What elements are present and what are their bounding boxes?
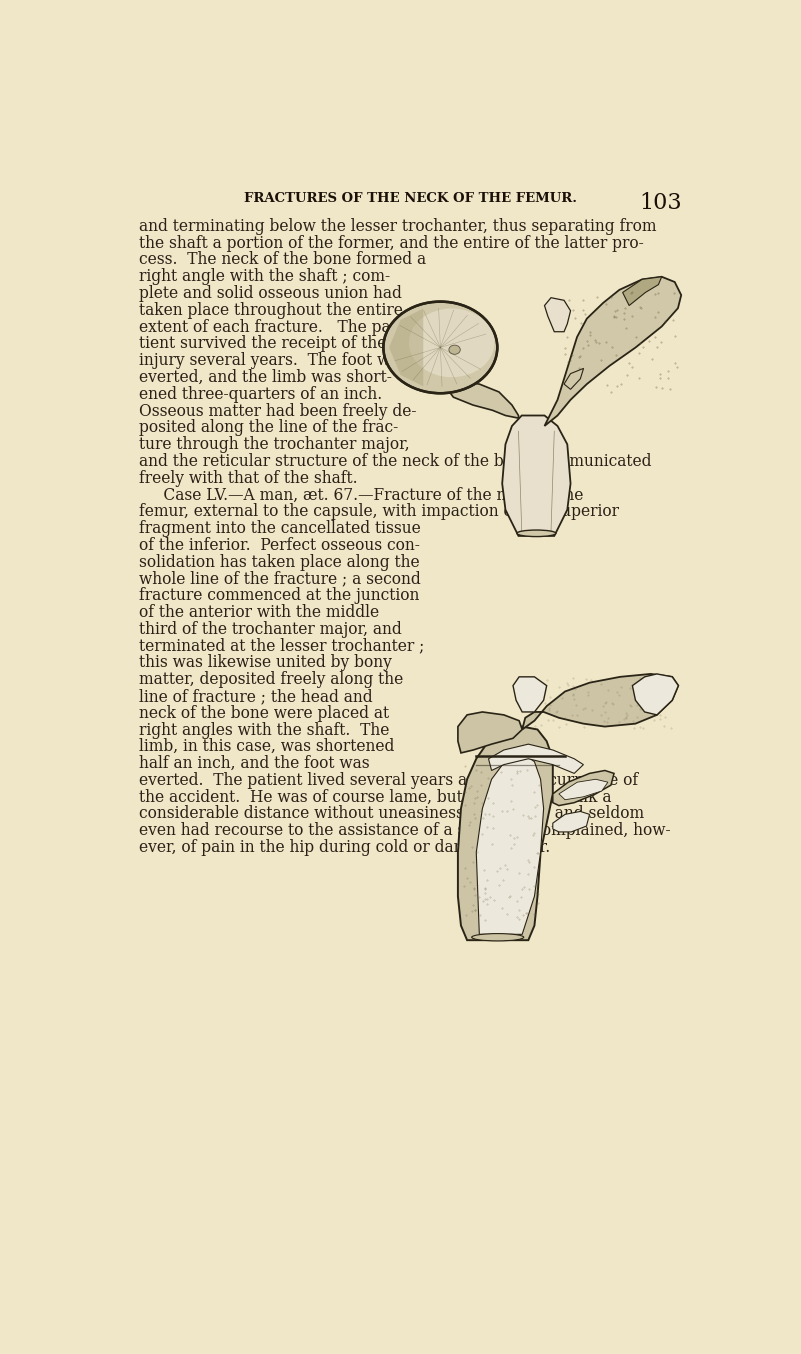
Text: limb, in this case, was shortened: limb, in this case, was shortened bbox=[139, 738, 394, 756]
Text: right angle with the shaft ; com-: right angle with the shaft ; com- bbox=[139, 268, 390, 286]
Polygon shape bbox=[513, 677, 546, 712]
Text: solidation has taken place along the: solidation has taken place along the bbox=[139, 554, 420, 570]
Text: terminated at the lesser trochanter ;: terminated at the lesser trochanter ; bbox=[139, 638, 425, 654]
Text: of the anterior with the middle: of the anterior with the middle bbox=[139, 604, 379, 621]
Text: whole line of the fracture ; a second: whole line of the fracture ; a second bbox=[139, 570, 421, 588]
Text: even had recourse to the assistance of a stick ; he complained, how-: even had recourse to the assistance of a… bbox=[139, 822, 670, 839]
Text: tient survived the receipt of the: tient survived the receipt of the bbox=[139, 336, 386, 352]
Ellipse shape bbox=[472, 934, 524, 941]
Text: the shaft a portion of the former, and the entire of the latter pro-: the shaft a portion of the former, and t… bbox=[139, 234, 644, 252]
Text: extent of each fracture.   The pa-: extent of each fracture. The pa- bbox=[139, 318, 396, 336]
Text: of the inferior.  Perfect osseous con-: of the inferior. Perfect osseous con- bbox=[139, 536, 420, 554]
Polygon shape bbox=[559, 780, 608, 800]
Text: considerable distance without uneasiness or fatigue, and seldom: considerable distance without uneasiness… bbox=[139, 806, 644, 822]
Text: and terminating below the lesser trochanter, thus separating from: and terminating below the lesser trochan… bbox=[139, 218, 656, 236]
Text: freely with that of the shaft.: freely with that of the shaft. bbox=[139, 470, 357, 486]
Ellipse shape bbox=[517, 529, 556, 536]
Text: matter, deposited freely along the: matter, deposited freely along the bbox=[139, 672, 403, 688]
Polygon shape bbox=[477, 753, 544, 934]
Text: ever, of pain in the hip during cold or damp weather.: ever, of pain in the hip during cold or … bbox=[139, 839, 550, 856]
Text: third of the trochanter major, and: third of the trochanter major, and bbox=[139, 620, 401, 638]
Text: plete and solid osseous union had: plete and solid osseous union had bbox=[139, 286, 402, 302]
Ellipse shape bbox=[384, 302, 497, 393]
Text: ened three-quarters of an inch.: ened three-quarters of an inch. bbox=[139, 386, 382, 402]
Polygon shape bbox=[458, 712, 522, 753]
Polygon shape bbox=[444, 382, 518, 418]
Ellipse shape bbox=[449, 345, 461, 355]
Text: neck of the bone were placed at: neck of the bone were placed at bbox=[139, 704, 389, 722]
Text: half an inch, and the foot was: half an inch, and the foot was bbox=[139, 756, 369, 772]
Text: Case LV.—A man, æt. 67.—Fracture of the neck of the: Case LV.—A man, æt. 67.—Fracture of the … bbox=[139, 486, 583, 504]
Polygon shape bbox=[553, 770, 614, 806]
Polygon shape bbox=[502, 416, 570, 536]
Text: cess.  The neck of the bone formed a: cess. The neck of the bone formed a bbox=[139, 252, 426, 268]
Text: fragment into the cancellated tissue: fragment into the cancellated tissue bbox=[139, 520, 421, 538]
Polygon shape bbox=[522, 674, 678, 730]
Polygon shape bbox=[489, 745, 583, 773]
Polygon shape bbox=[622, 276, 662, 306]
Text: everted, and the limb was short-: everted, and the limb was short- bbox=[139, 370, 392, 386]
Text: the accident.  He was of course lame, but was able to walk a: the accident. He was of course lame, but… bbox=[139, 788, 611, 806]
Text: Osseous matter had been freely de-: Osseous matter had been freely de- bbox=[139, 402, 417, 420]
Text: FRACTURES OF THE NECK OF THE FEMUR.: FRACTURES OF THE NECK OF THE FEMUR. bbox=[244, 192, 577, 204]
Polygon shape bbox=[545, 276, 681, 427]
Ellipse shape bbox=[409, 309, 494, 378]
Polygon shape bbox=[389, 309, 423, 386]
Text: 103: 103 bbox=[639, 192, 682, 214]
Polygon shape bbox=[458, 727, 553, 940]
Text: taken place throughout the entire: taken place throughout the entire bbox=[139, 302, 403, 318]
Text: fracture commenced at the junction: fracture commenced at the junction bbox=[139, 588, 419, 604]
Polygon shape bbox=[545, 298, 570, 332]
Text: and the reticular structure of the neck of the bone communicated: and the reticular structure of the neck … bbox=[139, 454, 651, 470]
Text: posited along the line of the frac-: posited along the line of the frac- bbox=[139, 420, 398, 436]
Polygon shape bbox=[564, 368, 584, 390]
Text: right angles with the shaft.  The: right angles with the shaft. The bbox=[139, 722, 389, 738]
Text: ture through the trochanter major,: ture through the trochanter major, bbox=[139, 436, 409, 454]
Text: this was likewise united by bony: this was likewise united by bony bbox=[139, 654, 392, 672]
Text: femur, external to the capsule, with impaction of the superior: femur, external to the capsule, with imp… bbox=[139, 504, 619, 520]
Polygon shape bbox=[553, 811, 590, 831]
Text: injury several years.  The foot was: injury several years. The foot was bbox=[139, 352, 407, 370]
Text: everted.  The patient lived several years after the occurrence of: everted. The patient lived several years… bbox=[139, 772, 638, 789]
Text: line of fracture ; the head and: line of fracture ; the head and bbox=[139, 688, 372, 705]
Polygon shape bbox=[633, 674, 678, 715]
